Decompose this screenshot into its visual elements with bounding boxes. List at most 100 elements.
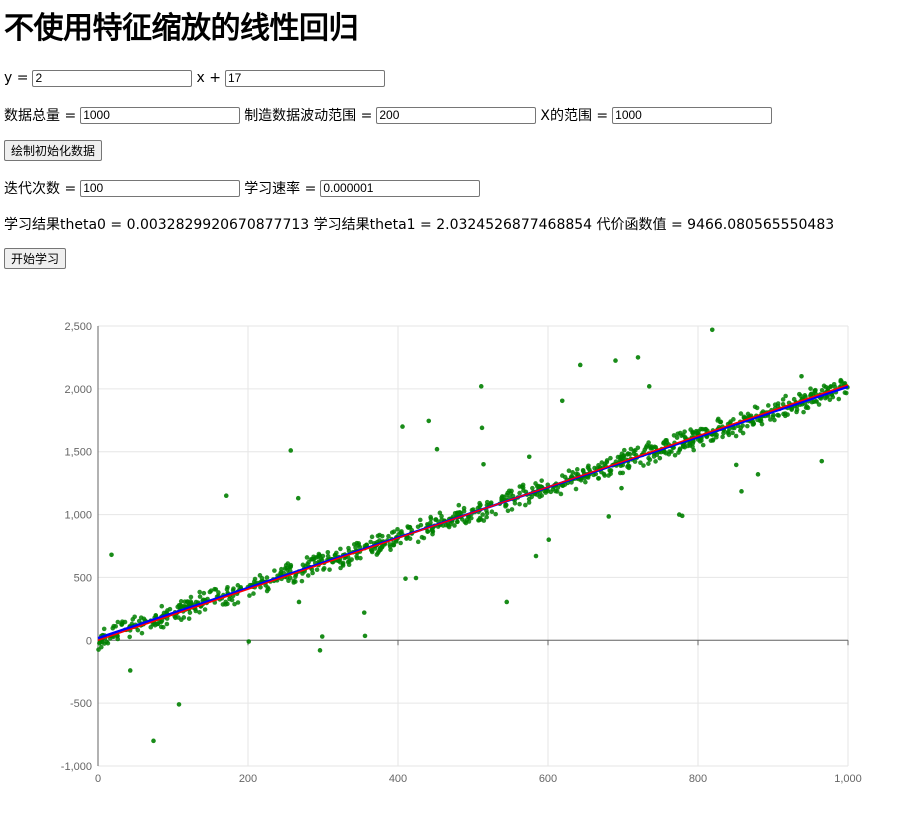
- data-point: [690, 431, 696, 436]
- count-label: 数据总量 =: [4, 108, 77, 124]
- data-point: [819, 387, 825, 393]
- data-point: [606, 514, 612, 519]
- data-point: [802, 393, 808, 398]
- data-point: [120, 619, 125, 624]
- draw-initial-data-button[interactable]: 绘制初始化数据: [4, 139, 103, 161]
- xrange-input[interactable]: [612, 106, 773, 124]
- data-point: [509, 507, 515, 512]
- data-point: [526, 454, 532, 460]
- data-point: [164, 621, 170, 627]
- data-point: [680, 443, 686, 449]
- data-point: [186, 616, 192, 621]
- data-point: [580, 467, 586, 473]
- data-point: [213, 587, 219, 592]
- intercept-input[interactable]: [224, 69, 385, 87]
- count-input[interactable]: [80, 106, 241, 124]
- data-point: [739, 489, 744, 494]
- data-point: [109, 552, 114, 558]
- data-point: [731, 417, 736, 422]
- data-point: [417, 517, 423, 523]
- data-point: [391, 542, 397, 548]
- data-point: [733, 462, 739, 468]
- data-point: [113, 624, 118, 629]
- iterations-input[interactable]: [80, 179, 241, 197]
- noise-input[interactable]: [376, 106, 537, 124]
- data-point: [229, 597, 235, 603]
- data-point: [830, 394, 836, 400]
- iterations-label: 迭代次数 =: [4, 181, 77, 197]
- data-point: [794, 407, 800, 413]
- x-tick-label: 1,000: [834, 773, 862, 785]
- data-point: [553, 488, 558, 494]
- data-point: [621, 453, 627, 459]
- xrange-label: X的范围 =: [540, 108, 609, 124]
- noise-label: 制造数据波动范围 =: [244, 108, 373, 124]
- data-point: [517, 490, 522, 496]
- learning-rate-input[interactable]: [320, 179, 481, 197]
- page-title: 不使用特征缩放的线性回归: [4, 11, 359, 46]
- data-point: [115, 619, 121, 625]
- data-point: [641, 463, 646, 468]
- data-point: [176, 702, 182, 707]
- data-point: [596, 476, 601, 481]
- slope-input[interactable]: [32, 69, 193, 87]
- data-point: [257, 573, 263, 578]
- data-point: [526, 500, 532, 505]
- data-point: [461, 508, 467, 514]
- data-point: [601, 471, 607, 477]
- data-point: [573, 486, 579, 492]
- y-tick-label: -1,000: [61, 761, 92, 773]
- data-point: [193, 608, 199, 614]
- data-point: [178, 599, 184, 604]
- data-point: [265, 585, 270, 590]
- data-point: [635, 355, 641, 360]
- data-point: [533, 553, 539, 559]
- data-point: [201, 590, 207, 596]
- data-point: [139, 630, 145, 636]
- data-point: [380, 533, 385, 539]
- data-point: [569, 480, 574, 485]
- x-tick-label: 0: [95, 773, 101, 785]
- y-tick-label: -500: [70, 698, 92, 710]
- x-label: x +: [196, 70, 221, 86]
- data-point: [700, 442, 706, 448]
- start-learning-button[interactable]: 开始学习: [4, 247, 67, 269]
- y-tick-label: 0: [86, 635, 92, 647]
- data-point: [682, 429, 687, 434]
- data-point: [562, 474, 568, 480]
- scatter-chart: -1,000 -500 0 500 1,000 1,500 2,000 2,500 0 200 40…: [61, 321, 862, 785]
- data-point: [709, 327, 715, 333]
- data-point: [566, 468, 572, 474]
- data-point: [372, 546, 378, 551]
- data-point: [801, 409, 806, 415]
- data-point: [842, 390, 848, 395]
- x-tick-label: 800: [689, 773, 707, 785]
- data-point: [562, 482, 568, 487]
- data-point: [223, 493, 229, 499]
- data-point: [159, 603, 165, 609]
- data-point: [299, 578, 305, 584]
- data-point: [375, 550, 381, 556]
- data-point: [176, 615, 181, 620]
- data-point: [398, 540, 403, 546]
- data-point: [725, 430, 731, 436]
- data-point: [523, 502, 528, 508]
- data-point: [138, 615, 144, 620]
- data-point: [288, 448, 294, 453]
- data-point: [306, 559, 311, 565]
- data-point: [520, 482, 526, 488]
- data-point: [771, 412, 776, 418]
- data-point: [646, 461, 651, 466]
- data-point: [434, 446, 440, 452]
- data-point: [499, 494, 505, 499]
- data-point: [819, 458, 825, 464]
- data-point: [188, 594, 194, 600]
- y-label: y =: [4, 70, 29, 86]
- data-point: [368, 539, 373, 545]
- data-point: [780, 401, 786, 407]
- data-point: [102, 641, 107, 646]
- data-point: [688, 427, 693, 432]
- data-point: [325, 553, 331, 559]
- data-point: [667, 449, 672, 454]
- data-point: [287, 568, 293, 574]
